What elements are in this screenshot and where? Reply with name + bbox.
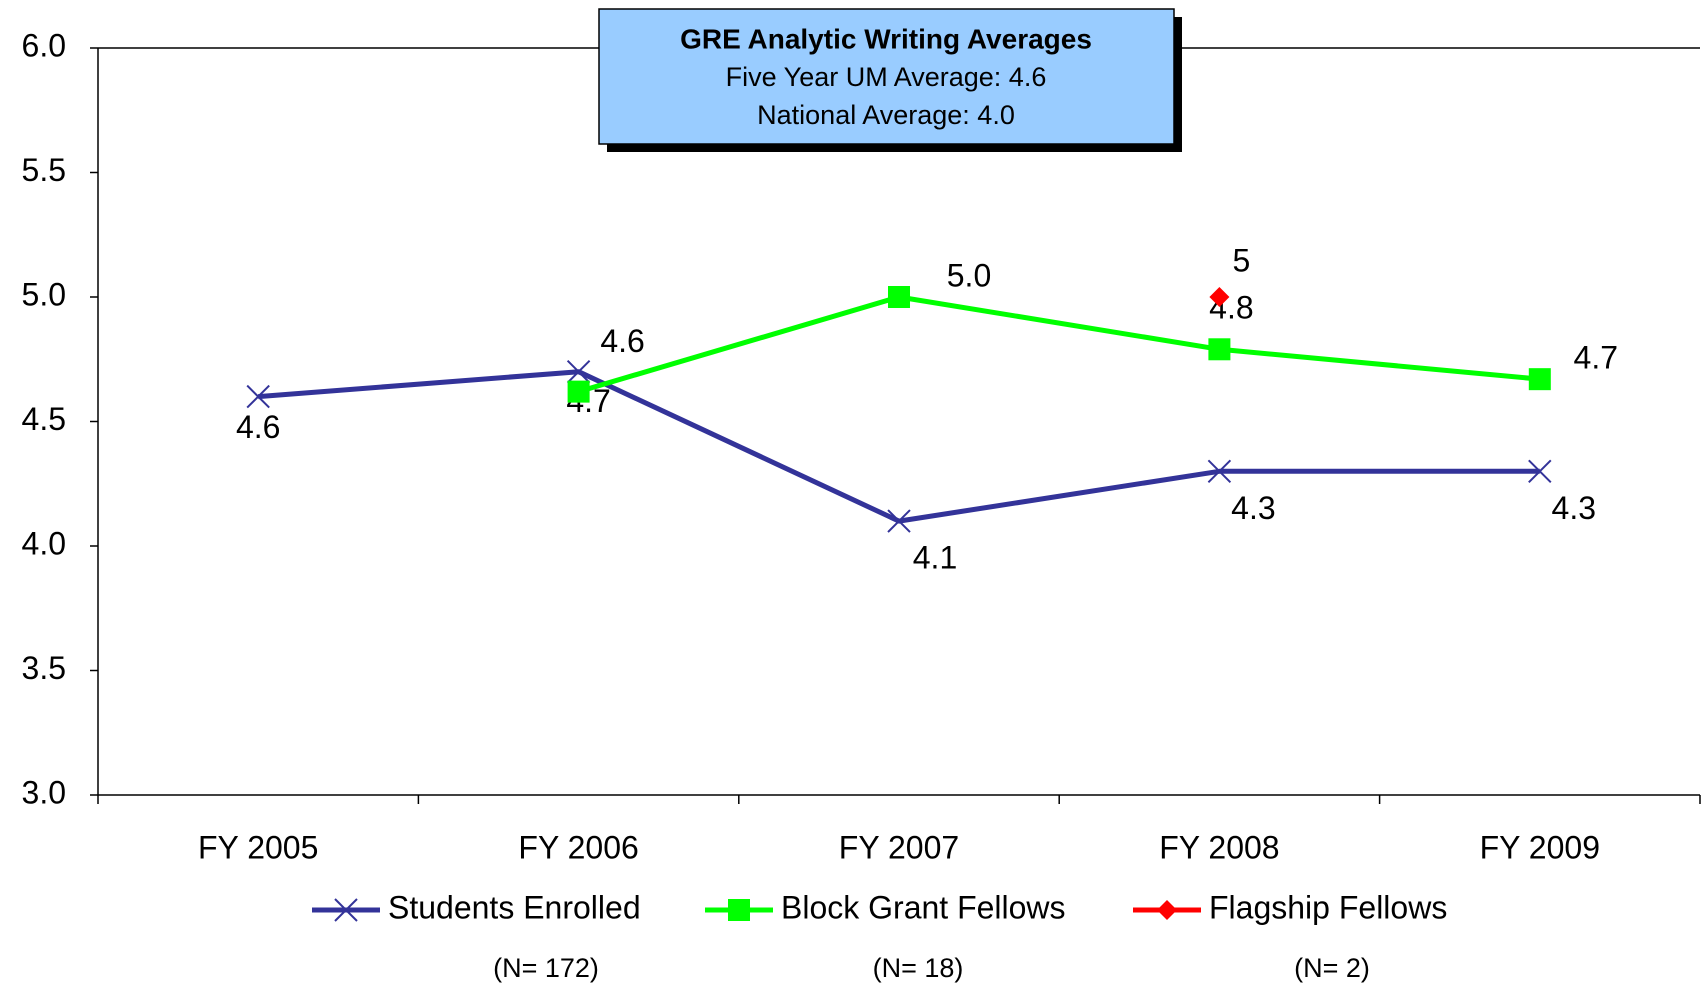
data-label: 5.0 bbox=[947, 257, 991, 293]
legend-label: Students Enrolled bbox=[388, 889, 641, 925]
y-tick-label: 3.0 bbox=[22, 774, 66, 810]
point-marker bbox=[1208, 338, 1231, 361]
legend-label: Block Grant Fellows bbox=[781, 889, 1066, 925]
y-tick-label: 4.5 bbox=[22, 401, 66, 437]
point-marker bbox=[1528, 368, 1551, 391]
y-tick-label: 4.0 bbox=[22, 525, 66, 561]
point-marker bbox=[246, 384, 270, 409]
x-tick-label: FY 2007 bbox=[839, 829, 959, 865]
x-tick-label: FY 2009 bbox=[1480, 829, 1600, 865]
point-marker bbox=[728, 899, 750, 921]
x-tick-label: FY 2008 bbox=[1159, 829, 1279, 865]
n-note: (N= 18) bbox=[873, 953, 964, 983]
point-marker bbox=[1209, 287, 1230, 307]
data-label: 4.3 bbox=[1231, 490, 1275, 526]
series-line bbox=[577, 294, 1541, 395]
y-tick-label: 6.0 bbox=[22, 27, 66, 63]
legend-label: Flagship Fellows bbox=[1209, 889, 1447, 925]
data-label: 4.3 bbox=[1552, 490, 1596, 526]
data-label: 4.1 bbox=[913, 540, 957, 576]
data-label: 4.6 bbox=[236, 409, 280, 445]
chart-title: GRE Analytic Writing Averages bbox=[680, 23, 1092, 54]
y-tick-label: 5.0 bbox=[22, 276, 66, 312]
y-tick-label: 5.5 bbox=[22, 152, 66, 188]
data-label: 4.7 bbox=[1574, 340, 1618, 376]
point-marker bbox=[888, 286, 910, 308]
point-marker bbox=[887, 509, 911, 533]
point-marker bbox=[334, 898, 358, 922]
point-marker bbox=[566, 359, 591, 384]
point-marker bbox=[1207, 459, 1232, 484]
point-marker bbox=[1528, 459, 1552, 484]
point-marker bbox=[567, 380, 590, 403]
chart-subtitle: National Average: 4.0 bbox=[757, 100, 1015, 130]
data-label: 4.6 bbox=[600, 323, 644, 359]
data-label: 5 bbox=[1233, 242, 1251, 278]
n-note: (N= 172) bbox=[493, 953, 599, 983]
series-line bbox=[258, 369, 1540, 524]
y-tick-label: 3.5 bbox=[22, 650, 66, 686]
x-tick-label: FY 2005 bbox=[198, 829, 318, 865]
x-tick-label: FY 2006 bbox=[518, 829, 638, 865]
point-marker bbox=[1157, 900, 1177, 920]
n-note: (N= 2) bbox=[1294, 953, 1370, 983]
chart-subtitle: Five Year UM Average: 4.6 bbox=[726, 62, 1047, 92]
title-box bbox=[598, 8, 1175, 145]
